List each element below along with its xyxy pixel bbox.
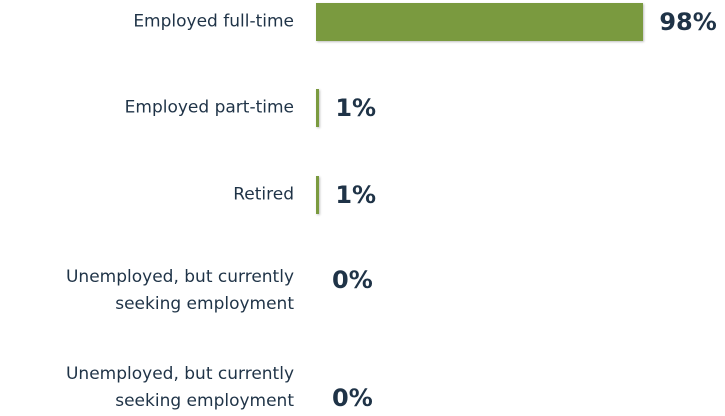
category-label: Employed full-time [133,11,294,32]
category-label: Retired [233,184,294,205]
value-label: 1% [335,94,377,122]
bar [316,3,644,41]
bar [316,89,320,127]
value-label: 98% [659,8,717,36]
value-label: 0% [332,384,373,412]
value-label: 0% [332,266,373,294]
category-label: Unemployed, but currently seeking employ… [65,267,294,314]
category-label: Unemployed, but currently seeking employ… [65,364,294,411]
value-label: 1% [335,181,377,209]
category-label: Employed part-time [124,97,294,118]
bar [316,176,320,214]
